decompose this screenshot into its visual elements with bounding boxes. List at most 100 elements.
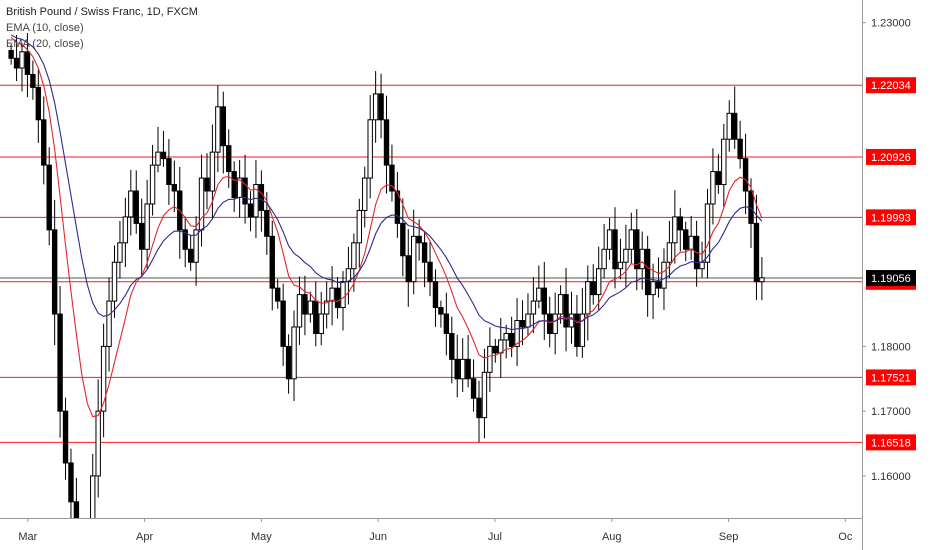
candle-down [470, 378, 477, 399]
level-price-label: 1.19993 [871, 212, 911, 224]
ema-slow-legend[interactable]: EMA (20, close) [6, 38, 84, 50]
candle-down [634, 229, 640, 270]
candle-up [536, 287, 542, 302]
candle-down [13, 57, 20, 69]
candle-down [378, 93, 384, 121]
candle-down [166, 158, 172, 186]
price-tick-label: 1.16000 [871, 471, 911, 483]
candle-up [367, 119, 373, 179]
chart-legend: British Pound / Swiss Franc, 1D, FXCM EM… [6, 4, 198, 52]
candle-down [508, 332, 515, 347]
candle-down [405, 255, 411, 283]
candle-up [19, 51, 25, 69]
candle-up [650, 281, 656, 296]
candle-up [481, 371, 488, 419]
level-price-label: 1.16518 [871, 437, 911, 449]
candle-up [144, 203, 150, 250]
candle-down [247, 203, 254, 218]
candle-down [742, 158, 749, 192]
candle-up [323, 300, 330, 315]
candle-down [443, 313, 450, 334]
candle-up [525, 313, 531, 328]
candle-down [313, 300, 319, 334]
candle-up [552, 313, 558, 334]
candle-down [590, 281, 596, 296]
candle-up [639, 248, 645, 270]
level-price-label: 1.20926 [871, 152, 911, 164]
candle-down [160, 151, 167, 160]
candle-down [454, 358, 460, 380]
level-price-label: 1.17521 [871, 372, 911, 384]
candle-down [492, 345, 499, 354]
time-tick-label: Mar [18, 531, 37, 543]
candle-down [8, 50, 14, 59]
candle-down [547, 313, 553, 334]
candle-up [100, 345, 107, 412]
symbol-title[interactable]: British Pound / Swiss Franc, 1D, FXCM [6, 6, 198, 18]
ema-fast-line [10, 36, 763, 418]
candle-down [416, 235, 422, 244]
candle-down [334, 287, 341, 309]
plot-background[interactable] [0, 0, 862, 518]
candle-up [296, 294, 303, 328]
candle-down [275, 287, 281, 302]
candle-down [264, 209, 270, 237]
candle-up [291, 326, 297, 380]
candle-down [731, 112, 738, 140]
candle-up [106, 300, 112, 347]
candle-down [51, 229, 58, 315]
candle-down [394, 190, 401, 224]
candle-up [372, 93, 379, 121]
candle-up [318, 313, 324, 334]
candle-up [726, 112, 732, 140]
candle-down [138, 222, 145, 250]
time-tick-label: Apr [136, 531, 153, 543]
candle-down [476, 397, 482, 419]
chart-plot-area[interactable] [0, 0, 862, 518]
candle-down [655, 281, 662, 289]
candle-up [128, 190, 134, 218]
candle-up [585, 281, 591, 315]
candle-down [715, 171, 722, 186]
candle-down [35, 86, 42, 121]
ema-fast-legend[interactable]: EMA (10, close) [6, 22, 84, 34]
candle-up [117, 242, 123, 263]
candle-up [362, 177, 368, 211]
candle-up [704, 203, 711, 263]
candle-down [465, 358, 471, 380]
candle-down [737, 138, 743, 160]
candle-down [748, 190, 754, 224]
candle-down [133, 190, 139, 224]
time-tick-label: Oc [838, 531, 853, 543]
candle-down [644, 248, 651, 296]
candle-down [171, 184, 178, 192]
candle-up [710, 171, 716, 205]
candle-up [617, 261, 624, 270]
candle-down [563, 294, 569, 328]
price-axis[interactable]: 1.23000 1.18000 1.17000 1.16000 1.22034 1.209… [862, 0, 932, 550]
candle-down [226, 145, 232, 173]
candle-down [432, 281, 439, 309]
candle-up [198, 177, 205, 231]
candle-down [62, 410, 69, 464]
candle-up [568, 313, 575, 328]
time-tick-label: Aug [602, 531, 622, 543]
candle-up [688, 235, 694, 250]
candle-down [220, 106, 226, 147]
candle-up [253, 184, 259, 218]
candle-down [541, 287, 547, 315]
candle-down [30, 73, 36, 88]
candle-down [677, 216, 683, 231]
level-price-tag [866, 209, 916, 226]
ema-lines [10, 34, 763, 418]
candle-down [438, 307, 444, 315]
level-price-label: 1.22034 [871, 80, 911, 92]
candle-down [519, 320, 526, 328]
time-axis[interactable]: Mar Apr May Jun Jul Aug Sep Oc [0, 518, 862, 550]
candle-down [683, 229, 689, 250]
candle-up [530, 300, 537, 315]
candle-down [182, 229, 188, 250]
time-axis-background[interactable] [0, 518, 862, 550]
candle-down [753, 222, 760, 283]
